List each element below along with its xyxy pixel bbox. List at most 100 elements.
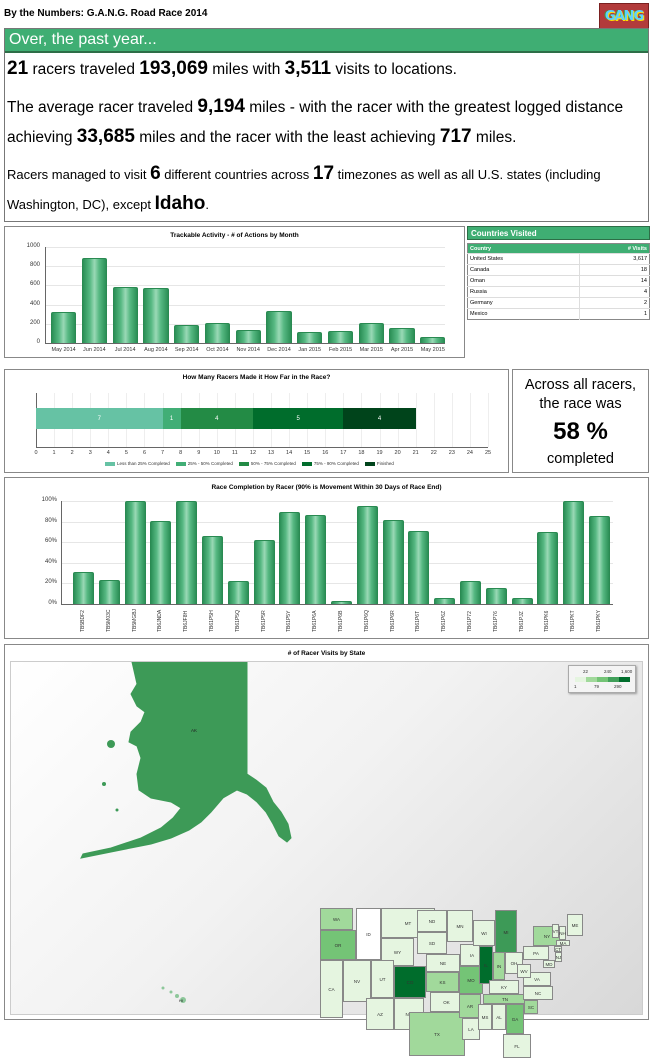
legend-label: 79 <box>594 684 600 689</box>
visit-count: 4 <box>579 286 650 298</box>
map-canvas: WAORIDMTWYNVCAUTCOAZNMNDSDNEKSOKTXMNIAMO… <box>10 661 643 1058</box>
legend-item: 25% - 50% Completed <box>175 461 233 466</box>
min-miles: 717 <box>439 126 472 147</box>
bar-tb61p5h <box>202 536 223 604</box>
y-tick-label: 0 <box>36 339 40 345</box>
gridline <box>451 393 453 447</box>
y-axis <box>45 247 46 343</box>
state-CA: CA <box>320 960 343 1018</box>
x-tick-label: TB61P6R <box>389 610 396 632</box>
bar-jun-2014 <box>81 257 107 343</box>
segment-less-than-25-completed: 7 <box>36 408 163 429</box>
x-tick-label: 8 <box>179 450 183 456</box>
state-ND: ND <box>417 910 447 932</box>
country-name: Mexico <box>467 308 580 320</box>
y-tick-label: 100% <box>41 497 57 503</box>
x-tick-label: TB61P6T <box>415 610 422 632</box>
bar-tb61p5r <box>253 540 275 604</box>
gang-logo: GANG <box>599 3 649 29</box>
state-MI: MI <box>495 910 517 954</box>
legend-label: Less than 25% Completed <box>117 461 170 466</box>
text: miles and the racer with the least achie… <box>134 129 440 146</box>
gridline <box>45 247 445 248</box>
state-NH: NH <box>559 926 566 940</box>
state-CO: CO <box>394 966 426 998</box>
x-axis <box>36 447 488 448</box>
x-tick-label: 25 <box>484 450 492 456</box>
gridline <box>61 501 613 502</box>
x-tick-label: 21 <box>412 450 419 456</box>
x-tick-label: May 2015 <box>420 347 445 353</box>
state-PA: PA <box>523 946 549 960</box>
text: The average racer traveled <box>7 99 198 116</box>
text: timezones as well as all U.S. states (in… <box>334 167 601 182</box>
legend: Less than 25% Completed 25% - 50% Complet… <box>105 461 394 466</box>
race-progress-chart: How Many Racers Made it How Far in the R… <box>4 369 509 473</box>
bar-tb61p5q <box>227 581 249 604</box>
legend-item: 50% - 75% Completed <box>238 461 296 466</box>
text: visits to locations. <box>331 61 457 78</box>
chart-plot-area: 0 1 2 3 4 5 6 7 8 9 10 11 12 13 14 15 16 17 18 19 20 21 22 23 24… <box>5 370 508 472</box>
chart-plot-area: 0% 20% 40% 60% 80% 100% TB5BDF2 TB5M03C TB5MGBJ T… <box>5 478 648 638</box>
stat-line-3: completed <box>547 451 614 467</box>
x-tick-label: 18 <box>358 450 365 456</box>
x-tick-label: Dec 2014 <box>267 347 291 353</box>
x-tick-label: TB61PJZ <box>518 611 525 632</box>
text: . <box>205 197 209 212</box>
bar-tb61pjz <box>511 597 533 604</box>
completion-by-racer-chart: Race Completion by Racer (90% is Movemen… <box>4 477 649 639</box>
table-row: Mexico 1 <box>467 308 650 320</box>
legend-item: Finished <box>364 461 394 466</box>
state-MD: MD <box>543 960 555 968</box>
country-name: Canada <box>467 264 580 276</box>
x-tick-label: TB6JF8H <box>183 610 190 632</box>
bar-tb61p6a <box>305 515 327 604</box>
state-layer: WAORIDMTWYNVCAUTCOAZNMNDSDNEKSOKTXMNIAMO… <box>11 662 642 1058</box>
x-tick-label: 11 <box>232 450 238 456</box>
state-MN: MN <box>447 910 473 942</box>
x-tick-label: 14 <box>286 450 293 456</box>
x-tick-label: Oct 2014 <box>206 347 229 353</box>
table-row: United States 3,617 <box>467 253 650 265</box>
bar-tb61p6z <box>434 597 456 604</box>
state-WA: WA <box>320 908 353 930</box>
chart-title: Race Completion by Racer (90% is Movemen… <box>211 484 442 491</box>
segment-75-90-completed: 5 <box>252 408 344 429</box>
legend-swatch <box>175 461 186 466</box>
x-tick-label: Sep 2014 <box>174 347 199 353</box>
state-label-HI: HI <box>179 998 183 1003</box>
bar-may-2014 <box>51 311 77 343</box>
bar-nov-2014 <box>235 329 261 343</box>
state-IN: IN <box>493 952 505 980</box>
text: miles - with the racer with the greatest… <box>244 99 624 116</box>
bar-tb5m03c <box>98 580 120 604</box>
bar-oct-2014 <box>204 323 231 343</box>
legend-item: 75% - 90% Completed <box>301 461 359 466</box>
x-tick-label: TB5BDF2 <box>80 610 86 632</box>
segment-25-50-completed: 1 <box>162 408 181 429</box>
chart-plot-area: 0 200 400 600 800 1000 May 2014 Jun 2014 Jul 201… <box>5 227 464 357</box>
total-visits: 3,511 <box>284 58 332 79</box>
summary-line-2: The average racer traveled 9,194 miles -… <box>5 93 648 121</box>
state-NV: NV <box>343 960 371 1002</box>
summary-line-3: achieving 33,685 miles and the racer wit… <box>5 123 648 151</box>
bar-tb61pkt <box>563 501 585 604</box>
state-OR: OR <box>320 930 356 960</box>
legend-swatch <box>364 461 375 466</box>
x-tick-label: 7 <box>161 450 165 456</box>
legend-swatch-1 <box>575 677 586 682</box>
x-tick-label: May 2014 <box>51 347 76 353</box>
state-VT: VT <box>552 924 559 938</box>
bar-tb61pk6 <box>537 531 559 604</box>
visit-count: 3,617 <box>579 253 650 265</box>
x-tick-label: 16 <box>322 450 329 456</box>
table-row: Oman 14 <box>467 275 650 287</box>
completion-stat-panel: Across all racers, the race was 58 % com… <box>512 369 649 473</box>
map-legend: 22 240 1,600 1 79 290 <box>568 665 636 693</box>
state-CT: CT <box>554 946 562 952</box>
gridline <box>415 393 417 447</box>
visit-count: 14 <box>579 275 650 287</box>
page-title: By the Numbers: G.A.N.G. Road Race 2014 <box>4 8 208 19</box>
summary-panel: Over, the past year... 21 racers travele… <box>4 28 649 222</box>
chart-title: Trackable Activity - # of Actions by Mon… <box>170 232 299 239</box>
